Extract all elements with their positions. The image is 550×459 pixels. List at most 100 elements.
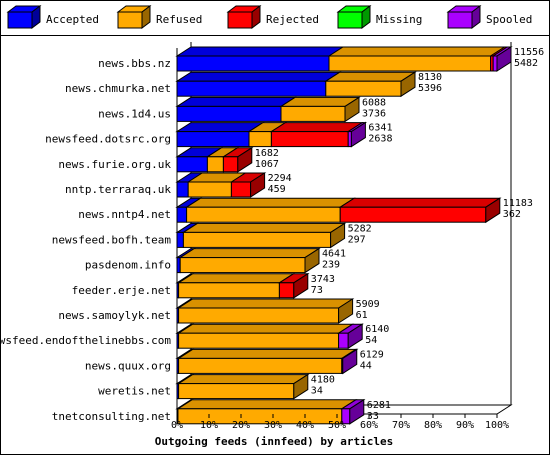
value-label-top: 4180: [311, 375, 335, 386]
value-label-bottom: 2638: [368, 134, 392, 145]
bar-segment: [178, 332, 340, 349]
bar-top: [175, 46, 345, 57]
bar-segment: [182, 231, 332, 248]
bar-segment: [187, 181, 232, 198]
bar-segment: [178, 383, 295, 400]
bar-side: [349, 398, 365, 425]
legend-swatch-front: [7, 11, 33, 29]
value-label-top: 1682: [255, 148, 279, 159]
bar-side: [350, 121, 366, 148]
bar-top: [176, 273, 296, 284]
x-tick-label: 70%: [392, 420, 410, 431]
value-label-top: 6341: [368, 123, 392, 134]
bar-side: [250, 172, 266, 198]
bar-top: [181, 222, 347, 233]
value-label-top: 2294: [268, 173, 292, 184]
value-label-top: 11183: [503, 198, 533, 209]
bar-segment: [206, 156, 224, 173]
legend-swatch-front: [227, 11, 253, 29]
value-label-top: 8130: [418, 72, 442, 83]
bar-segment: [178, 282, 280, 299]
bar-top: [176, 399, 358, 410]
category-label: news.samoylyk.net: [58, 309, 171, 322]
chart-title: Outgoing feeds (innfeed) by articles: [155, 435, 393, 448]
category-label: news.nntp4.net: [78, 208, 171, 221]
x-tick-label: 0%: [171, 420, 183, 431]
category-label: feeder.erje.net: [72, 284, 171, 297]
bar-top: [178, 248, 321, 259]
value-label-top: 3743: [311, 274, 335, 285]
bar-top: [175, 122, 265, 133]
bar-segment: [230, 181, 252, 198]
value-label-bottom: 239: [322, 260, 340, 271]
bar-segment: [339, 206, 487, 223]
category-label: news.bbs.nz: [98, 57, 171, 70]
value-label-top: 6281: [367, 400, 391, 411]
bar-segment: [492, 55, 498, 72]
category-labels: news.bbs.nz news.chmurka.net news.1d4.us ne…: [0, 57, 171, 423]
bar-top: [176, 374, 310, 385]
category-label: tnetconsulting.net: [52, 410, 171, 423]
bar-top: [324, 71, 417, 82]
x-tick-label: 60%: [360, 420, 378, 431]
bar-segment: [222, 156, 239, 173]
legend-label-accepted: Accepted: [46, 13, 99, 26]
bar-top: [338, 197, 502, 208]
category-label: newsfeed.dotsrc.org: [45, 133, 171, 146]
x-tick-label: 20%: [232, 420, 250, 431]
value-label-bottom: 44: [360, 360, 372, 371]
category-label: weretis.net: [98, 385, 171, 398]
bar-segment: [178, 357, 343, 374]
value-label-bottom: 5396: [418, 83, 442, 94]
bar-side: [293, 272, 309, 299]
value-label-bottom: 362: [503, 209, 521, 220]
x-tick-label: 90%: [456, 420, 474, 431]
legend-label-spooled: Spooled: [486, 13, 532, 26]
bar-top: [175, 96, 297, 107]
value-label-bottom: 34: [311, 386, 323, 397]
category-label: news.chmurka.net: [65, 82, 171, 95]
value-label-bottom: 33: [367, 411, 379, 422]
category-label: nntp.terraraq.uk: [65, 183, 171, 196]
bar-side: [237, 146, 253, 173]
bar-segment: [280, 105, 346, 122]
bar-side: [485, 197, 501, 224]
bar-side: [330, 222, 346, 249]
bar-side: [344, 96, 360, 123]
x-tick-label: 50%: [328, 420, 346, 431]
value-label-top: 4641: [322, 249, 346, 260]
value-label-bottom: 61: [356, 310, 368, 321]
bar-side: [347, 323, 363, 350]
bar-top: [176, 323, 355, 334]
bar-segment: [176, 206, 188, 223]
bar-segment: [178, 307, 340, 324]
bar-segment: [176, 156, 208, 173]
legend-swatch-front: [117, 11, 143, 29]
x-tick-label: 10%: [200, 420, 218, 431]
bar-side: [342, 348, 358, 375]
bar-segment: [176, 181, 189, 198]
bar-side: [304, 247, 320, 274]
bar-side: [338, 298, 354, 324]
bar-side: [400, 71, 416, 98]
legend-label-rejected: Rejected: [266, 13, 319, 26]
value-label-top: 5909: [356, 299, 380, 310]
bar-segment: [179, 257, 306, 274]
bar-segment: [176, 80, 327, 97]
category-label: news.quux.org: [85, 359, 171, 372]
value-label-top: 5282: [348, 223, 372, 234]
x-tick-label: 40%: [296, 420, 314, 431]
category-label: newsfeed.endofthelinebbs.com: [0, 334, 171, 347]
bar-top: [327, 46, 507, 57]
bar-segment: [278, 282, 295, 299]
bar-segment: [325, 80, 402, 97]
bars: [175, 46, 513, 425]
value-label-bottom: 459: [268, 184, 286, 195]
bar-top: [269, 122, 364, 133]
x-tick-label: 100%: [485, 420, 509, 431]
value-label-top: 6129: [360, 349, 384, 360]
bar-top: [176, 298, 355, 309]
